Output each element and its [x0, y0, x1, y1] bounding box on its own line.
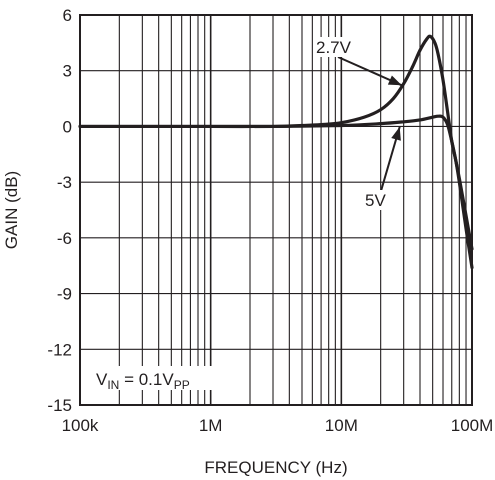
x-tick-label: 100k: [62, 416, 99, 435]
x-tick-label: 100M: [451, 416, 494, 435]
vin-mid: = 0.1V: [119, 370, 174, 389]
y-tick-label: -15: [47, 396, 72, 415]
vin-annotation: VIN = 0.1VPP: [96, 370, 190, 392]
plot-frame: [79, 14, 473, 406]
vin-subscript-pp: PP: [174, 378, 190, 392]
label-5v-backdrop: [363, 190, 391, 210]
curves: [78, 34, 474, 270]
arrow-2-7v-arrowhead: [387, 75, 402, 86]
y-tick-label: 6: [63, 6, 72, 25]
x-tick-label: 10M: [325, 416, 358, 435]
grid: [80, 15, 472, 405]
y-tick-label: 0: [63, 117, 72, 136]
arrow-5v-arrowhead: [391, 126, 401, 141]
series-line-2-7v: [78, 34, 474, 251]
y-tick-label: 3: [63, 62, 72, 81]
y-tick-labels: 6 3 0 -3 -6 -9 -12 -15: [47, 6, 72, 415]
y-tick-label: -6: [57, 229, 72, 248]
series-label-2-7v: 2.7V: [316, 38, 352, 57]
vin-prefix: V: [96, 370, 108, 389]
annotation-arrows: [337, 56, 403, 192]
y-axis-title: GAIN (dB): [2, 171, 21, 249]
x-tick-labels: 100k 1M 10M 100M: [62, 416, 494, 435]
y-tick-label: -12: [47, 340, 72, 359]
label-27v-backdrop: [314, 37, 362, 57]
x-tick-label: 1M: [199, 416, 223, 435]
y-tick-label: -3: [57, 173, 72, 192]
series-label-5v: 5V: [365, 191, 386, 210]
vin-note-backdrop: [94, 366, 228, 390]
series-line-5v: [78, 114, 474, 270]
x-axis-title: FREQUENCY (Hz): [204, 458, 347, 477]
vin-subscript: IN: [107, 378, 119, 392]
y-tick-label: -9: [57, 285, 72, 304]
